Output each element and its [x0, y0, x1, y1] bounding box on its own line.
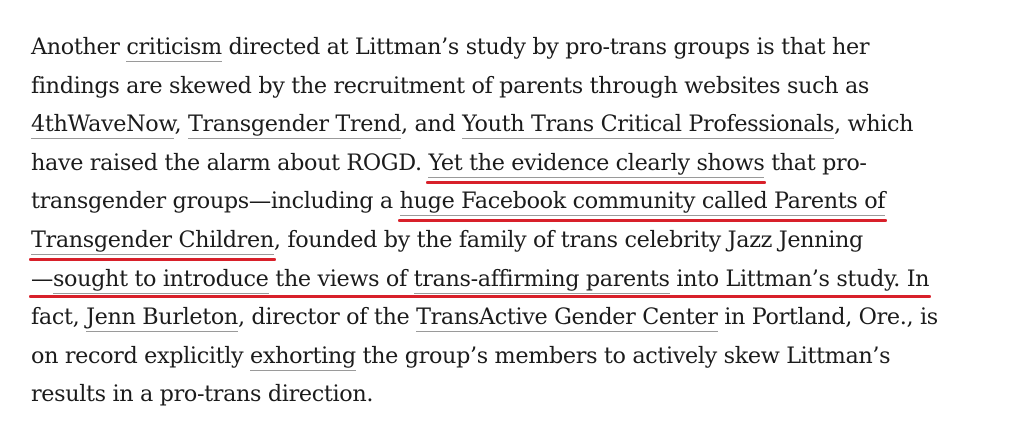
- highlighted-passage: —sought to introduce the views of trans-…: [31, 265, 930, 294]
- red-underline-mark: [397, 219, 888, 223]
- red-underline-mark: [426, 180, 767, 184]
- text-segment: Another: [31, 34, 127, 60]
- paragraph-line: Another criticism directed at Littman’s …: [31, 28, 1006, 67]
- text-segment: fact,: [31, 304, 87, 331]
- red-underline-mark: [29, 294, 932, 298]
- text-segment: on record explicitly: [31, 342, 251, 369]
- text-segment: have raised the alarm about ROGD.: [31, 149, 429, 176]
- text-segment: —: [31, 265, 53, 292]
- text-segment: transgender groups—including a: [31, 188, 400, 215]
- text-segment: ,: [174, 111, 188, 138]
- paragraph-line: have raised the alarm about ROGD. Yet th…: [31, 144, 1006, 183]
- text-segment: , and: [401, 111, 463, 138]
- article-paragraph: Another criticism directed at Littman’s …: [31, 28, 1006, 414]
- text-segment: into Littman’s study. In: [669, 265, 930, 292]
- link-exhorting[interactable]: exhorting: [250, 342, 356, 371]
- text-segment: , which: [834, 111, 914, 138]
- link-transactive-gender-center[interactable]: TransActive Gender Center: [416, 304, 718, 333]
- red-underline-mark: [29, 257, 276, 261]
- text-segment: that pro-: [764, 149, 867, 176]
- text-segment: , director of the: [237, 304, 417, 331]
- text-segment: results in a pro-trans direction.: [31, 381, 374, 408]
- paragraph-line: transgender groups—including a huge Face…: [31, 182, 1006, 221]
- paragraph-line: —sought to introduce the views of trans-…: [31, 260, 1006, 299]
- link-evidence-clearly-shows[interactable]: Yet the evidence clearly shows: [428, 149, 765, 178]
- paragraph-line: Transgender Children, founded by the fam…: [31, 221, 1006, 260]
- paragraph-line: results in a pro-trans direction.: [31, 375, 1006, 414]
- text-segment: , founded by the family of trans celebri…: [273, 226, 863, 253]
- link-jenn-burleton[interactable]: Jenn Burleton: [86, 304, 238, 333]
- paragraph-line: findings are skewed by the recruitment o…: [31, 67, 1006, 106]
- link-criticism[interactable]: criticism: [126, 34, 222, 62]
- text-segment: in Portland, Ore., is: [717, 304, 938, 331]
- paragraph-line: 4thWaveNow, Transgender Trend, and Youth…: [31, 105, 1006, 144]
- paragraph-line: on record explicitly exhorting the group…: [31, 337, 1006, 376]
- link-trans-affirming-parents[interactable]: trans-affirming parents: [413, 265, 670, 294]
- link-sought-to-introduce[interactable]: sought to introduce: [52, 265, 269, 294]
- link-facebook-community[interactable]: huge Facebook community called Parents o…: [399, 188, 886, 217]
- link-transgender-children[interactable]: Transgender Children: [31, 226, 274, 255]
- text-segment: findings are skewed by the recruitment o…: [31, 72, 869, 99]
- text-segment: directed at Littman’s study by pro-trans…: [221, 34, 870, 60]
- link-4thwavenow[interactable]: 4thWaveNow: [31, 111, 175, 140]
- link-transgender-trend[interactable]: Transgender Trend: [187, 111, 402, 140]
- text-segment: the views of: [268, 265, 414, 292]
- paragraph-line: fact, Jenn Burleton, director of the Tra…: [31, 298, 1006, 337]
- text-segment: the group’s members to actively skew Lit…: [355, 342, 891, 369]
- link-youth-trans-critical-professionals[interactable]: Youth Trans Critical Professionals: [462, 111, 835, 140]
